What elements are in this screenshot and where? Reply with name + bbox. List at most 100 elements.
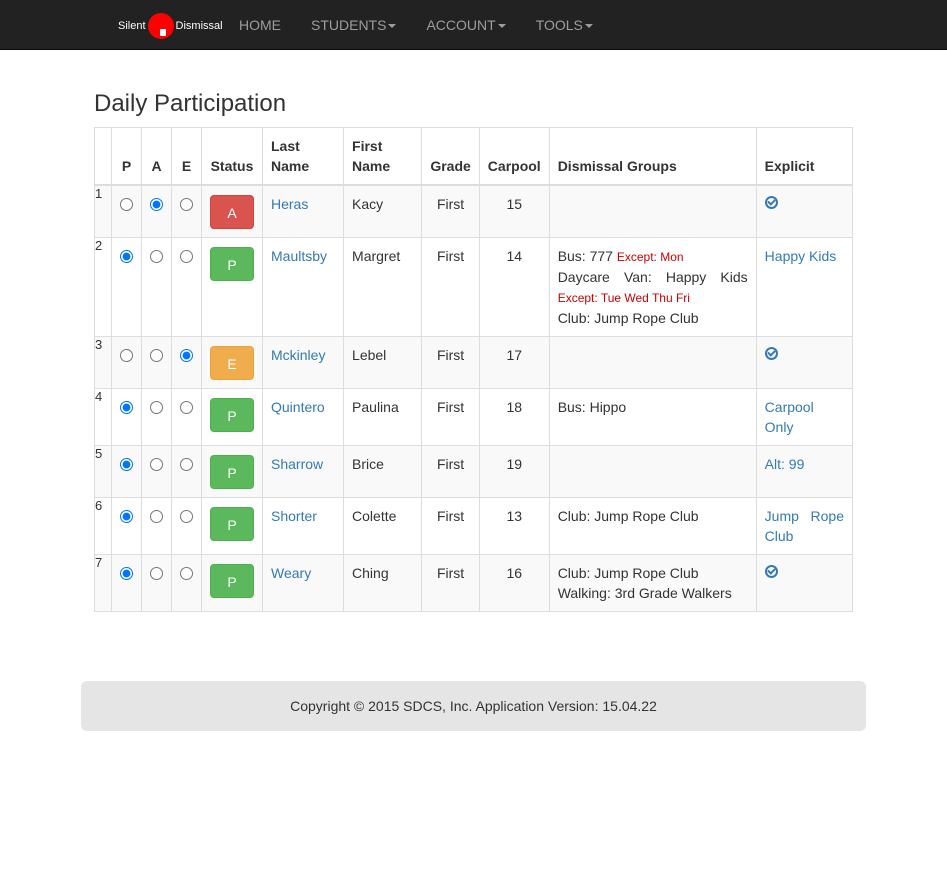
first-name: Colette [343, 497, 423, 555]
student-link[interactable]: Sharrow [271, 456, 324, 472]
column-header: P [111, 127, 142, 186]
nav-tools[interactable]: TOOLS [521, 0, 608, 50]
page-title: Daily Participation [94, 90, 287, 117]
radio-e[interactable] [180, 198, 193, 211]
explicit-cell: Happy Kids [755, 237, 854, 337]
radio-p[interactable] [120, 510, 133, 523]
status-badge[interactable]: P [210, 507, 254, 541]
radio-cell [171, 184, 202, 238]
status-badge[interactable]: P [210, 564, 254, 598]
status-cell: P [201, 237, 263, 337]
radio-e[interactable] [180, 349, 193, 362]
explicit-link[interactable]: Alt: 99 [764, 456, 805, 472]
status-cell: P [201, 388, 263, 446]
row-number: 4 [94, 388, 112, 446]
student-link[interactable]: Maultsby [271, 248, 328, 264]
status-cell: P [201, 497, 263, 555]
row-number: 1 [94, 184, 112, 238]
grade: First [421, 388, 480, 446]
radio-p[interactable] [120, 349, 133, 362]
last-name-cell: Weary [261, 554, 345, 612]
radio-e[interactable] [180, 458, 193, 471]
carpool: 18 [478, 388, 550, 446]
dismissal-groups [548, 336, 757, 389]
logo-text: Silent [118, 20, 146, 32]
column-header: Last Name [261, 127, 345, 186]
dismissal-group: Bus: 777 Except: Mon [558, 246, 748, 267]
student-link[interactable]: Heras [271, 196, 309, 212]
status-cell: A [201, 184, 263, 238]
explicit-cell [755, 184, 854, 238]
radio-a[interactable] [150, 458, 163, 471]
column-header: Status [201, 127, 263, 186]
nav-account[interactable]: ACCOUNT [411, 0, 520, 50]
radio-a[interactable] [150, 349, 163, 362]
column-header: Grade [421, 127, 480, 186]
radio-a[interactable] [150, 567, 163, 580]
radio-cell [141, 336, 172, 389]
row-number-header [94, 127, 112, 186]
radio-a[interactable] [150, 198, 163, 211]
dismissal-group: Club: Jump Rope Club [558, 506, 748, 526]
carpool: 13 [478, 497, 550, 555]
check-circle-icon[interactable] [764, 565, 778, 578]
radio-p[interactable] [120, 401, 133, 414]
explicit-link[interactable]: Jump Rope Club [764, 508, 844, 544]
radio-p[interactable] [120, 198, 133, 211]
group-text: Bus: Hippo [557, 399, 627, 415]
group-text: Club: Jump Rope Club [557, 310, 699, 326]
status-badge[interactable]: P [210, 455, 254, 489]
radio-e[interactable] [180, 567, 193, 580]
status-badge[interactable]: P [210, 398, 254, 432]
except-text: Except: Tue Wed Thu Fri [557, 291, 690, 305]
carpool: 17 [478, 336, 550, 389]
logo[interactable]: Silent Dismissal [118, 12, 223, 40]
table-row: 3 E Mckinley Lebel First 17 [94, 336, 854, 389]
grade: First [421, 336, 480, 389]
radio-a[interactable] [150, 510, 163, 523]
column-header: Carpool [478, 127, 550, 186]
student-link[interactable]: Shorter [271, 508, 317, 524]
explicit-link[interactable]: Carpool Only [764, 399, 814, 435]
status-badge[interactable]: P [210, 247, 254, 281]
table-row: 4 P Quintero Paulina First 18 Bus: Hippo Carpoo… [94, 388, 854, 446]
status-badge[interactable]: A [210, 195, 254, 229]
column-header: First Name [343, 127, 423, 186]
check-circle-icon[interactable] [764, 347, 778, 360]
row-number: 5 [94, 445, 112, 498]
radio-cell [141, 554, 172, 612]
radio-p[interactable] [120, 458, 133, 471]
except-text: Except: Mon [616, 250, 684, 264]
group-text: Walking: 3rd Grade Walkers [557, 585, 732, 601]
caret-down-icon [497, 24, 506, 29]
student-link[interactable]: Mckinley [271, 347, 326, 363]
table-row: 7 P Weary Ching First 16 Club: Jump Rope Club W… [94, 554, 854, 612]
radio-e[interactable] [180, 250, 193, 263]
carpool: 19 [478, 445, 550, 498]
radio-p[interactable] [120, 250, 133, 263]
status-badge[interactable]: E [210, 346, 254, 380]
dismissal-groups: Club: Jump Rope Club Walking: 3rd Grade W… [548, 554, 757, 612]
radio-e[interactable] [180, 510, 193, 523]
group-text: Club: Jump Rope Club [557, 508, 699, 524]
radio-a[interactable] [150, 401, 163, 414]
last-name-cell: Heras [261, 184, 345, 238]
nav-students[interactable]: STUDENTS [296, 0, 411, 50]
student-link[interactable]: Weary [271, 565, 312, 581]
check-circle-icon[interactable] [764, 196, 778, 209]
nav-label: STUDENTS [311, 17, 387, 33]
grade: First [421, 554, 480, 612]
radio-a[interactable] [150, 250, 163, 263]
logo-dot-icon [147, 13, 174, 39]
radio-cell [141, 237, 172, 337]
radio-e[interactable] [180, 401, 193, 414]
radio-cell [141, 388, 172, 446]
last-name-cell: Sharrow [261, 445, 345, 498]
explicit-link[interactable]: Happy Kids [764, 248, 837, 264]
radio-cell [171, 497, 202, 555]
grade: First [421, 497, 480, 555]
student-link[interactable]: Quintero [271, 399, 325, 415]
nav-home[interactable]: HOME [224, 0, 296, 50]
radio-p[interactable] [120, 567, 133, 580]
last-name-cell: Shorter [261, 497, 345, 555]
